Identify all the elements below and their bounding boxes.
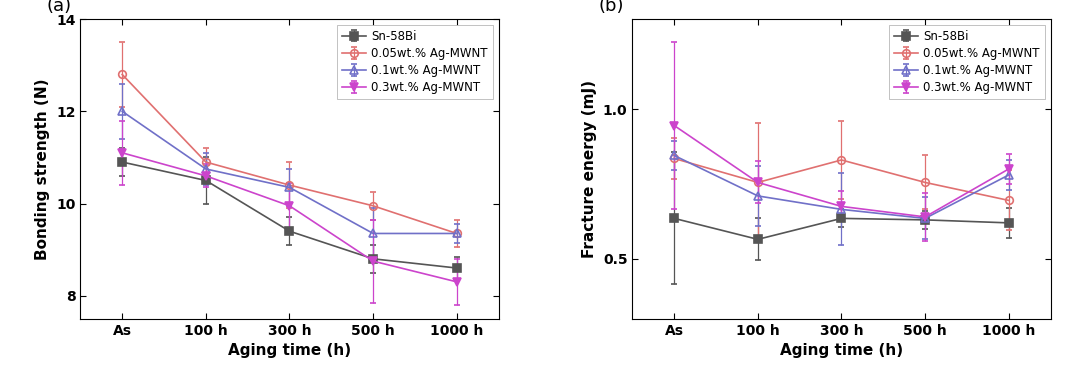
Legend: Sn-58Bi, 0.05wt.% Ag-MWNT, 0.1wt.% Ag-MWNT, 0.3wt.% Ag-MWNT: Sn-58Bi, 0.05wt.% Ag-MWNT, 0.1wt.% Ag-MW… xyxy=(338,25,493,99)
Text: (a): (a) xyxy=(46,0,71,15)
X-axis label: Aging time (h): Aging time (h) xyxy=(228,343,351,358)
Y-axis label: Fracture energy (mJ): Fracture energy (mJ) xyxy=(582,80,597,258)
X-axis label: Aging time (h): Aging time (h) xyxy=(780,343,903,358)
Text: (b): (b) xyxy=(598,0,624,15)
Legend: Sn-58Bi, 0.05wt.% Ag-MWNT, 0.1wt.% Ag-MWNT, 0.3wt.% Ag-MWNT: Sn-58Bi, 0.05wt.% Ag-MWNT, 0.1wt.% Ag-MW… xyxy=(889,25,1044,99)
Y-axis label: Bonding strength (N): Bonding strength (N) xyxy=(35,78,50,260)
